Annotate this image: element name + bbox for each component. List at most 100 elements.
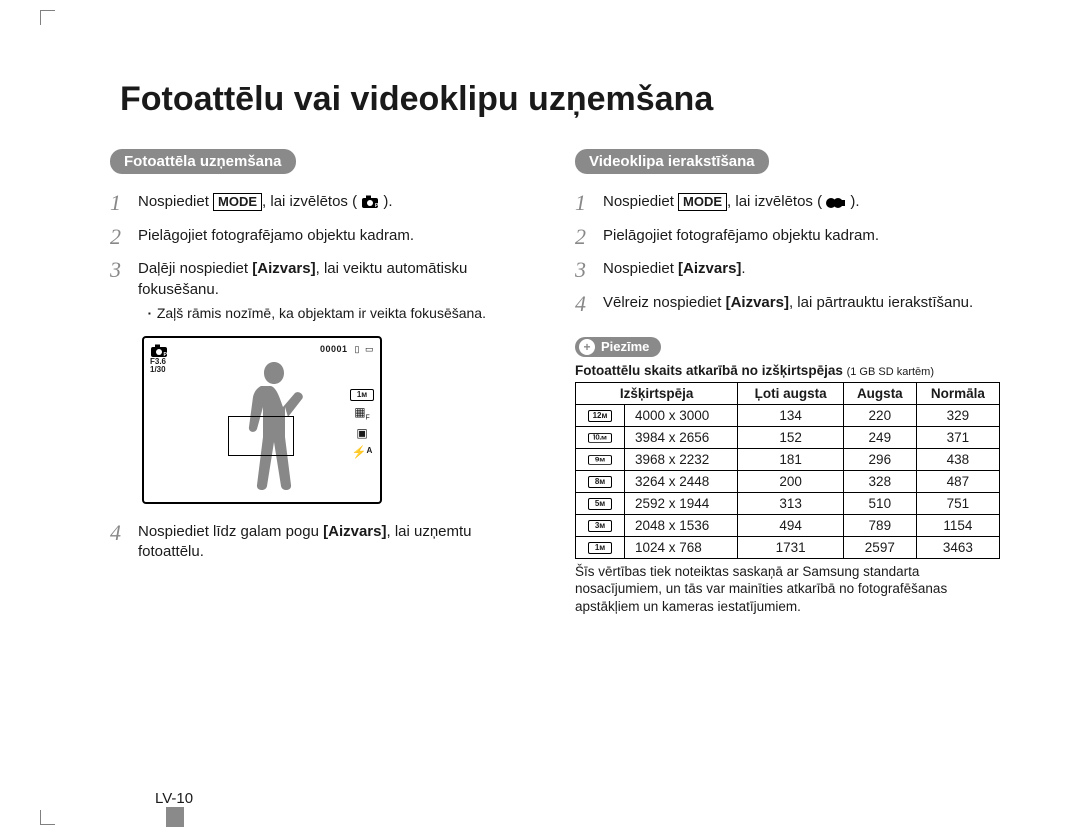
mode-button-label: MODE [213,193,262,211]
step-text: Daļēji nospiediet [Aizvars], lai veiktu … [138,255,535,300]
value-cell: 313 [738,492,844,514]
step-text: Nospiediet MODE, lai izvēlētos ( P ). [138,188,393,215]
camera-icon: P [361,195,379,215]
page-number: LV-10 [155,790,193,807]
step-4: 4 Vēlreiz nospiediet [Aizvars], lai pārt… [575,289,1000,319]
value-cell: 438 [916,448,999,470]
step-text: Vēlreiz nospiediet [Aizvars], lai pārtra… [603,289,973,313]
mode-button-label: MODE [678,193,727,211]
value-cell: 3463 [916,536,999,558]
step-3: 3 Daļēji nospiediet [Aizvars], lai veikt… [110,255,535,300]
table-row: 5м2592 x 1944313510751 [576,492,1000,514]
value-cell: 134 [738,404,844,426]
lcd-exposure: F3.6 1/30 [150,358,166,374]
resolution-icon-cell: ⒑м [576,426,625,448]
resolution-icon-cell: 3м [576,514,625,536]
note-label: Piezīme [601,339,649,354]
table-header-row: Izšķirtspēja Ļoti augsta Augsta Normāla [576,382,1000,404]
step-4: 4 Nospiediet līdz galam pogu [Aizvars], … [110,518,535,563]
dimension-cell: 3984 x 2656 [625,426,738,448]
metering-icon: ▣ [350,424,374,443]
step-number: 1 [575,188,603,218]
step-1: 1 Nospiediet MODE, lai izvēlētos ( ). [575,188,1000,218]
step-text: Pielāgojiet fotografējamo objektu kadram… [138,222,414,246]
dimension-cell: 3264 x 2448 [625,470,738,492]
dimension-cell: 3968 x 2232 [625,448,738,470]
col-header: Ļoti augsta [738,382,844,404]
section-header-photo: Fotoattēla uzņemšana [110,149,296,174]
value-cell: 329 [916,404,999,426]
flash-auto-icon: ⚡ᴬ [350,443,374,462]
value-cell: 152 [738,426,844,448]
lcd-right-icons: 1м ▦F ▣ ⚡ᴬ [350,384,374,462]
step-2: 2 Pielāgojiet fotografējamo objektu kadr… [575,222,1000,252]
video-icon [826,195,846,215]
col-header: Izšķirtspēja [576,382,738,404]
dimension-cell: 2048 x 1536 [625,514,738,536]
step-2: 2 Pielāgojiet fotografējamo objektu kadr… [110,222,535,252]
table-row: 12м4000 x 3000134220329 [576,404,1000,426]
section-header-video: Videoklipa ierakstīšana [575,149,769,174]
table-row: 1м1024 x 768173125973463 [576,536,1000,558]
value-cell: 200 [738,470,844,492]
quality-icon: ▦F [350,403,374,424]
value-cell: 371 [916,426,999,448]
focus-frame [228,416,294,456]
value-cell: 510 [843,492,916,514]
table-row: 8м3264 x 2448200328487 [576,470,1000,492]
step-text: Pielāgojiet fotografējamo objektu kadram… [603,222,879,246]
plus-icon: + [579,339,595,355]
step-number: 3 [575,255,603,285]
dimension-cell: 1024 x 768 [625,536,738,558]
value-cell: 1731 [738,536,844,558]
step-text: Nospiediet līdz galam pogu [Aizvars], la… [138,518,535,563]
dimension-cell: 4000 x 3000 [625,404,738,426]
value-cell: 181 [738,448,844,470]
step-number: 2 [575,222,603,252]
right-column: Videoklipa ierakstīšana 1 Nospiediet MOD… [575,149,1000,615]
value-cell: 220 [843,404,916,426]
value-cell: 328 [843,470,916,492]
col-header: Augsta [843,382,916,404]
value-cell: 789 [843,514,916,536]
table-footnote: Šīs vērtības tiek noteiktas saskaņā ar S… [575,563,1000,616]
step-3-substep: Zaļš rāmis nozīmē, ka objektam ir veikta… [148,304,535,322]
crop-mark-icon [40,810,55,825]
resolution-icon-cell: 1м [576,536,625,558]
resolution-icon-cell: 5м [576,492,625,514]
page-title: Fotoattēlu vai videoklipu uzņemšana [120,80,1020,119]
value-cell: 494 [738,514,844,536]
step-number: 3 [110,255,138,285]
col-header: Normāla [916,382,999,404]
sd-card-icon: ▯ [355,344,360,354]
value-cell: 2597 [843,536,916,558]
lcd-preview: P F3.6 1/30 00001 ▯ ▭ 1м ▦F ▣ ⚡ᴬ [142,336,382,504]
step-text: Nospiediet [Aizvars]. [603,255,746,279]
step-3: 3 Nospiediet [Aizvars]. [575,255,1000,285]
value-cell: 249 [843,426,916,448]
resolution-icon-cell: 9м [576,448,625,470]
resolution-table: Izšķirtspēja Ļoti augsta Augsta Normāla … [575,382,1000,559]
value-cell: 1154 [916,514,999,536]
resolution-icon-cell: 12м [576,404,625,426]
value-cell: 751 [916,492,999,514]
crop-mark-icon [40,10,55,25]
value-cell: 296 [843,448,916,470]
resolution-icon-cell: 8м [576,470,625,492]
step-number: 4 [110,518,138,548]
dimension-cell: 2592 x 1944 [625,492,738,514]
table-row: 9м3968 x 2232181296438 [576,448,1000,470]
value-cell: 487 [916,470,999,492]
note-pill: + Piezīme [575,337,661,357]
step-1: 1 Nospiediet MODE, lai izvēlētos ( P ). [110,188,535,218]
step-number: 1 [110,188,138,218]
battery-icon: ▭ [365,344,374,354]
table-row: ⒑м3984 x 2656152249371 [576,426,1000,448]
page-number-bar [166,807,184,827]
resolution-icon: 1м [350,384,374,403]
content-columns: Fotoattēla uzņemšana 1 Nospiediet MODE, … [110,149,1000,615]
table-row: 3м2048 x 15364947891154 [576,514,1000,536]
step-number: 2 [110,222,138,252]
note-title: Fotoattēlu skaits atkarībā no izšķirtspē… [575,363,1000,378]
manual-page: Fotoattēlu vai videoklipu uzņemšana Foto… [0,0,1080,835]
